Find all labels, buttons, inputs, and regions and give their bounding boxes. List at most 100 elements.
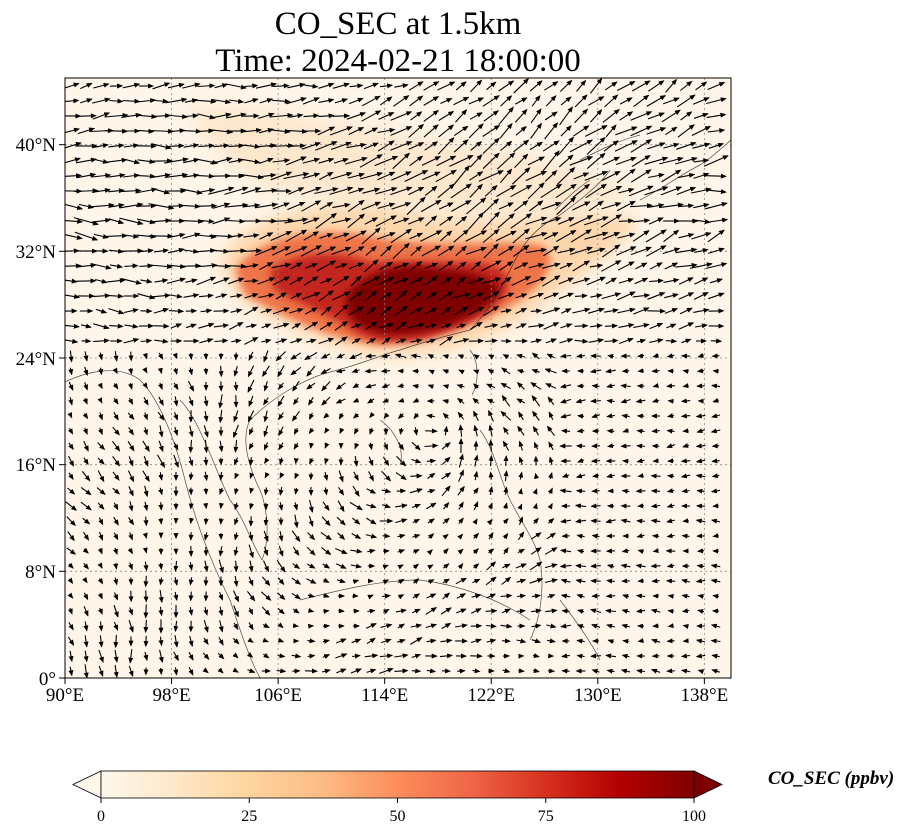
wind-arrow bbox=[244, 83, 259, 89]
wind-arrow bbox=[167, 247, 185, 254]
wind-arrow bbox=[676, 94, 696, 108]
wind-arrow bbox=[647, 142, 666, 150]
wind-arrow bbox=[302, 157, 321, 164]
wind-arrow bbox=[483, 291, 500, 301]
wind-arrow bbox=[510, 213, 533, 229]
wind-arrow bbox=[663, 278, 680, 283]
wind-arrow bbox=[254, 202, 278, 209]
wind-arrow bbox=[543, 322, 560, 330]
wind-arrow bbox=[183, 293, 200, 299]
wind-arrow bbox=[512, 228, 530, 244]
wind-arrow bbox=[346, 112, 367, 120]
wind-arrow bbox=[468, 292, 484, 300]
wind-arrow bbox=[425, 307, 438, 315]
colorbar-gradient bbox=[100, 770, 695, 799]
wind-vectors bbox=[65, 78, 729, 678]
wind-arrow bbox=[88, 202, 115, 208]
wind-arrow bbox=[558, 154, 574, 168]
wind-arrow bbox=[559, 262, 574, 270]
wind-arrow bbox=[184, 113, 199, 119]
colorbar-tick-label: 75 bbox=[538, 808, 554, 825]
wind-arrow bbox=[122, 98, 141, 104]
wind-arrow bbox=[195, 203, 218, 209]
wind-arrow bbox=[315, 212, 338, 229]
wind-arrow bbox=[511, 276, 532, 286]
wind-arrow bbox=[707, 229, 725, 243]
wind-arrow bbox=[496, 152, 516, 170]
wind-arrow bbox=[663, 142, 680, 149]
wind-arrow bbox=[588, 200, 604, 212]
wind-arrow bbox=[410, 111, 423, 121]
wind-arrow bbox=[542, 150, 560, 172]
wind-arrow bbox=[449, 155, 474, 167]
wind-arrow bbox=[210, 157, 233, 165]
colorbar-extend-min bbox=[72, 770, 102, 799]
wind-arrow bbox=[662, 247, 681, 255]
wind-arrow bbox=[168, 143, 185, 149]
wind-arrow bbox=[136, 203, 157, 209]
wind-arrow bbox=[615, 126, 638, 136]
wind-arrow bbox=[455, 245, 468, 257]
wind-arrow bbox=[331, 246, 352, 255]
wind-arrow bbox=[589, 109, 603, 123]
wind-arrow bbox=[196, 276, 217, 286]
wind-arrow bbox=[300, 245, 322, 257]
wind-arrow bbox=[183, 248, 200, 254]
wind-arrow bbox=[93, 323, 110, 330]
wind-arrow bbox=[379, 96, 393, 106]
wind-arrow bbox=[136, 98, 156, 104]
wind-arrow bbox=[258, 112, 275, 119]
wind-arrow bbox=[302, 292, 321, 300]
wind-arrow bbox=[590, 293, 603, 299]
wind-arrow bbox=[617, 307, 636, 314]
wind-arrow bbox=[214, 83, 229, 89]
wind-arrow bbox=[500, 276, 512, 286]
wind-arrow bbox=[154, 278, 169, 284]
wind-arrow bbox=[513, 78, 530, 94]
wind-arrow bbox=[198, 173, 215, 179]
wind-arrow bbox=[123, 308, 139, 314]
wind-arrow bbox=[349, 83, 364, 89]
wind-arrow bbox=[271, 246, 291, 256]
wind-arrow bbox=[183, 143, 200, 149]
wind-arrow bbox=[690, 262, 713, 269]
wind-arrow bbox=[693, 172, 710, 179]
wind-arrow bbox=[515, 97, 528, 105]
wind-arrow bbox=[245, 323, 258, 329]
wind-arrow bbox=[185, 323, 197, 329]
wind-arrow bbox=[704, 217, 729, 224]
wind-arrow bbox=[362, 187, 381, 194]
wind-arrow bbox=[109, 293, 124, 299]
wind-arrow bbox=[644, 186, 669, 196]
wind-arrow bbox=[76, 113, 97, 119]
wind-arrow bbox=[80, 323, 92, 329]
wind-arrow bbox=[170, 323, 183, 329]
wind-arrow bbox=[375, 186, 398, 195]
wind-arrow bbox=[209, 129, 234, 135]
wind-arrow bbox=[510, 184, 533, 198]
wind-arrow bbox=[558, 292, 574, 300]
wind-arrow bbox=[630, 139, 653, 153]
wind-arrow bbox=[694, 248, 709, 254]
wind-arrow bbox=[665, 126, 678, 136]
wind-arrow bbox=[244, 278, 259, 284]
wind-arrow bbox=[196, 234, 217, 239]
wind-arrow bbox=[224, 186, 249, 195]
wind-arrow bbox=[525, 170, 548, 182]
wind-arrow bbox=[450, 183, 473, 199]
wind-arrow bbox=[528, 262, 545, 269]
figure-title: CO_SEC at 1.5km Time: 2024-02-21 18:00:0… bbox=[0, 6, 796, 80]
wind-arrow bbox=[600, 185, 623, 197]
wind-arrow bbox=[200, 308, 213, 314]
wind-arrow bbox=[585, 183, 608, 199]
wind-arrow bbox=[498, 106, 514, 126]
wind-arrow bbox=[575, 293, 588, 299]
wind-arrow bbox=[228, 233, 244, 239]
wind-arrow bbox=[678, 277, 694, 285]
wind-arrow bbox=[65, 323, 80, 329]
colorbar-tick-label: 25 bbox=[241, 808, 257, 825]
wind-arrow bbox=[244, 98, 259, 104]
wind-arrow bbox=[92, 97, 111, 104]
wind-arrow bbox=[555, 183, 577, 199]
wind-arrow bbox=[196, 98, 217, 104]
